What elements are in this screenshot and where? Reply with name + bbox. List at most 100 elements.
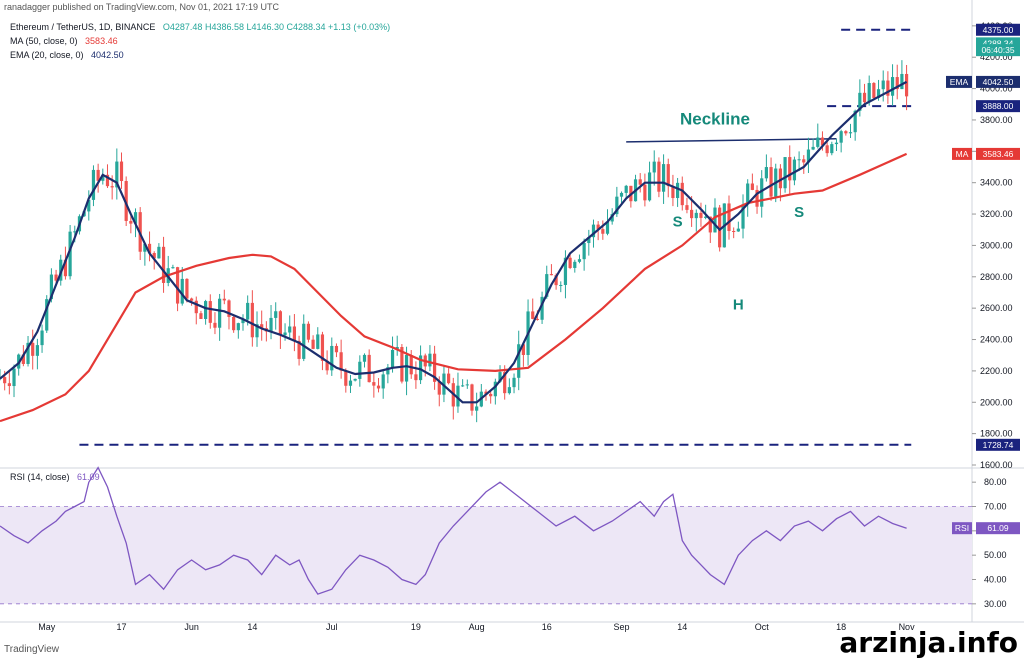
price-tick-label: 2600.00 — [980, 303, 1013, 313]
candle-body — [610, 214, 614, 222]
candle-body — [764, 167, 768, 179]
candle-body — [713, 207, 717, 233]
candle-body — [732, 231, 736, 233]
publisher-line: ranadagger published on TradingView.com,… — [4, 2, 280, 12]
candle-body — [362, 354, 367, 362]
price-tick-label: 4200.00 — [980, 52, 1013, 62]
candle-body — [489, 393, 493, 397]
candle-body — [250, 302, 254, 338]
candle-body — [124, 181, 128, 221]
pattern-annotation: S — [673, 214, 683, 231]
candle-body — [718, 207, 722, 248]
price-tick-label: 2800.00 — [980, 272, 1013, 282]
candle-body — [21, 354, 25, 364]
candle-body — [358, 361, 362, 379]
price-tag-box — [976, 75, 1020, 88]
candle-body — [568, 257, 572, 268]
candle-body — [306, 323, 311, 340]
candle-body — [432, 353, 437, 382]
candle-body — [554, 275, 558, 286]
candle-body — [858, 92, 862, 111]
candle-body — [507, 387, 511, 394]
time-tick-label: 14 — [247, 622, 257, 632]
price-tag-label: 06:40:35 — [981, 45, 1014, 55]
price-tag-label: 1728.74 — [983, 440, 1014, 450]
candle-body — [91, 169, 96, 200]
rsi-band — [0, 506, 972, 604]
candle-body — [288, 326, 292, 333]
price-tag-box — [952, 147, 972, 160]
rsi-tag-label: RSI — [955, 523, 969, 533]
candle-body — [652, 161, 656, 173]
candle-body — [531, 311, 535, 319]
ma-legend: MA (50, close, 0) 3583.46 — [10, 36, 123, 46]
candle-body — [199, 313, 203, 319]
candle-body — [129, 220, 133, 224]
candle-body — [161, 246, 166, 283]
candle-body — [45, 299, 49, 331]
candle-body — [147, 243, 152, 254]
price-tag-label: 3583.46 — [983, 149, 1014, 159]
candle-body — [236, 323, 240, 331]
price-tick-label: 3400.00 — [980, 178, 1013, 188]
candle-body — [404, 355, 409, 382]
candle-body — [12, 368, 16, 387]
candle-body — [297, 340, 301, 359]
candle-body — [344, 370, 348, 386]
candle-body — [848, 132, 853, 134]
candle-body — [783, 157, 787, 189]
candle-body — [26, 342, 30, 364]
candle-body — [615, 196, 619, 215]
ema-legend-label: EMA (20, close, 0) — [10, 50, 84, 60]
candle-body — [727, 203, 731, 232]
candle-body — [175, 267, 180, 304]
ma-legend-value: 3583.46 — [85, 36, 118, 46]
candle-body — [54, 274, 58, 281]
time-tick-label: Oct — [755, 622, 770, 632]
price-tag-box — [946, 75, 972, 88]
candle-body — [414, 374, 418, 381]
price-tag-label: EMA — [950, 77, 969, 87]
candle-body — [666, 164, 670, 187]
candle-body — [680, 182, 684, 206]
candle-body — [325, 360, 329, 371]
candle-body — [409, 355, 413, 375]
symbol-line: Ethereum / TetherUS, 1D, BINANCE O4287.4… — [10, 22, 395, 32]
candle-body — [587, 237, 591, 244]
candle-body — [292, 326, 297, 341]
candle-body — [31, 342, 35, 356]
ma-legend-label: MA (50, close, 0) — [10, 36, 78, 46]
candle-body — [49, 274, 54, 300]
candle-body — [470, 384, 474, 411]
price-tag-box — [976, 23, 1020, 36]
candle-body — [872, 83, 876, 98]
ema-legend: EMA (20, close, 0) 4042.50 — [10, 50, 129, 60]
candle-body — [657, 161, 661, 192]
candle-body — [213, 322, 217, 328]
candle-body — [900, 73, 904, 90]
rsi-line — [0, 466, 907, 595]
candle-body — [105, 174, 110, 187]
candle-body — [601, 229, 605, 234]
time-tick-label: 14 — [677, 622, 687, 632]
candle-body — [867, 83, 871, 103]
price-tag-box — [976, 438, 1020, 451]
candle-body — [437, 381, 441, 395]
candle-body — [778, 168, 783, 189]
candle-body — [708, 216, 712, 233]
candle-body — [278, 311, 282, 336]
candle-body — [269, 317, 273, 332]
candle-body — [675, 182, 680, 199]
time-tick-label: Jun — [184, 622, 199, 632]
candle-body — [194, 300, 198, 314]
candle-body — [119, 161, 124, 182]
candle-body — [862, 92, 867, 103]
neckline-line — [626, 138, 837, 143]
candle-body — [152, 253, 156, 259]
candle-body — [498, 372, 502, 382]
candle-body — [647, 172, 652, 201]
candle-body — [573, 261, 577, 268]
candle-body — [3, 377, 7, 384]
candle-body — [484, 391, 488, 394]
